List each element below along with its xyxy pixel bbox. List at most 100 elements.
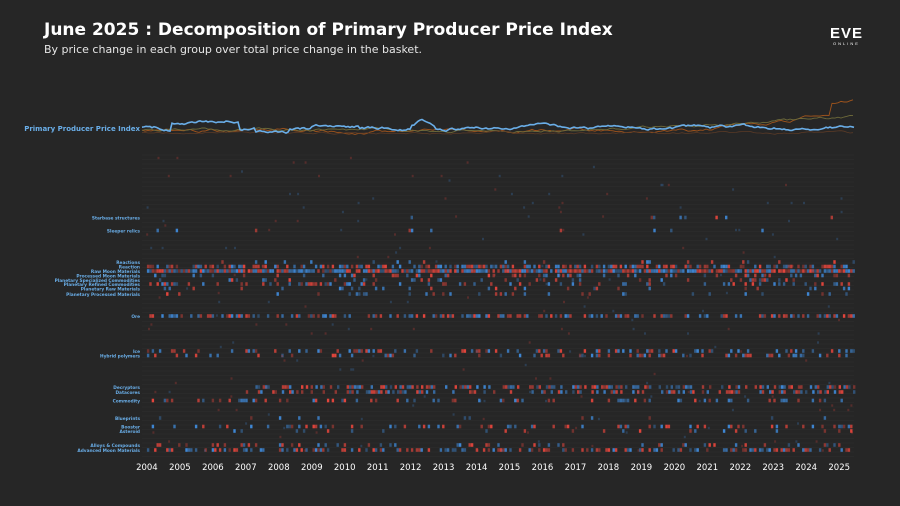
- heatmap-cell: [694, 349, 697, 353]
- heatmap-cell: [233, 264, 236, 269]
- heatmap-cell: [449, 292, 452, 296]
- heatmap-cell: [632, 390, 635, 394]
- heatmap-cell: [170, 282, 174, 286]
- heatmap-cell: [487, 269, 491, 273]
- heatmap-cell: [410, 269, 414, 273]
- primary-index-line: [141, 118, 855, 134]
- heatmap-cell: [648, 398, 651, 403]
- heatmap-cell: [595, 314, 599, 318]
- heatmap-cell: [514, 273, 517, 278]
- heatmap-cell: [614, 264, 618, 269]
- heatmap-cell: [240, 269, 243, 273]
- heatmap-cell: [677, 269, 680, 273]
- heatmap-cell: [684, 264, 687, 269]
- heatmap-cell: [527, 215, 530, 218]
- heatmap-cell: [603, 390, 606, 394]
- heatmap-cell: [468, 264, 471, 269]
- heatmap-cell: [586, 269, 589, 273]
- heatmap-cell: [442, 314, 445, 318]
- heatmap-cell: [794, 273, 798, 278]
- heatmap-cell: [437, 269, 440, 273]
- heatmap-cell: [458, 424, 462, 429]
- heatmap-cell: [521, 398, 524, 403]
- heatmap-cell: [691, 269, 695, 273]
- heatmap-cell: [341, 264, 344, 269]
- heatmap-cell: [530, 448, 534, 452]
- heatmap-cell: [485, 349, 488, 353]
- heatmap-cell: [154, 448, 157, 452]
- heatmap-cell: [498, 174, 501, 178]
- heatmap-cell: [268, 228, 271, 232]
- heatmap-cell: [761, 292, 764, 296]
- heatmap-cell: [156, 443, 159, 447]
- heatmap-cell: [269, 269, 272, 273]
- heatmap-cell: [490, 282, 493, 286]
- heatmap-cell: [653, 448, 656, 452]
- heatmap-cell: [502, 448, 505, 452]
- heatmap-cell: [583, 349, 587, 353]
- heatmap-cell: [379, 448, 383, 452]
- heatmap-cell: [497, 269, 500, 273]
- heatmap-cell: [158, 278, 162, 282]
- heatmap-cell: [427, 448, 431, 452]
- heatmap-cell: [454, 448, 457, 452]
- heatmap-cell: [725, 264, 728, 269]
- heatmap-cell: [727, 398, 731, 403]
- heatmap-cell: [608, 278, 611, 281]
- heatmap-cell: [718, 390, 721, 394]
- heatmap-cell: [835, 273, 839, 278]
- heatmap-cell: [674, 273, 678, 278]
- heatmap-cell: [571, 282, 575, 286]
- heatmap-cell: [547, 292, 551, 296]
- heatmap-cell: [166, 282, 169, 286]
- heatmap-cell: [283, 260, 287, 264]
- heatmap-cell: [730, 390, 733, 394]
- heatmap-cell: [324, 282, 327, 286]
- heatmap-cell: [734, 269, 738, 273]
- heatmap-cell: [761, 273, 764, 278]
- heatmap-cell: [590, 264, 594, 269]
- heatmap-cell: [259, 269, 263, 273]
- heatmap-cell: [529, 385, 532, 389]
- heatmap-cell: [538, 273, 541, 278]
- heatmap-cell: [493, 273, 496, 277]
- heatmap-cell: [461, 314, 464, 318]
- heatmap-cell: [329, 269, 332, 273]
- heatmap-cell: [701, 390, 705, 394]
- heatmap-cell: [470, 314, 474, 318]
- heatmap-cell: [833, 264, 836, 269]
- heatmap-cell: [617, 269, 620, 273]
- heatmap-cell: [514, 424, 517, 429]
- heatmap-cell: [686, 264, 690, 269]
- heatmap-cell: [276, 269, 279, 273]
- heatmap-cell: [737, 385, 741, 389]
- heatmap-cell: [790, 385, 793, 389]
- heatmap-cell: [552, 424, 555, 429]
- heatmap-cell: [643, 398, 647, 403]
- heatmap-cell: [569, 269, 572, 273]
- heatmap-cell: [665, 390, 669, 394]
- heatmap-cell: [694, 429, 697, 433]
- heatmap-cell: [626, 448, 630, 452]
- heatmap-cell: [384, 353, 387, 358]
- heatmap-cell: [638, 448, 642, 452]
- heatmap-cell: [541, 390, 544, 394]
- heatmap-cell: [802, 264, 805, 269]
- heatmap-cell: [367, 443, 371, 447]
- heatmap-cell: [634, 398, 637, 403]
- heatmap-cell: [466, 385, 469, 389]
- heatmap-cell: [403, 269, 407, 273]
- heatmap-cell: [698, 399, 701, 403]
- heatmap-cell: [398, 282, 402, 286]
- heatmap-cell: [185, 443, 188, 447]
- heatmap-cell: [823, 429, 827, 433]
- heatmap-cell: [845, 353, 848, 358]
- heatmap-cell: [641, 448, 644, 452]
- heatmap-cell: [338, 286, 342, 291]
- heatmap-cell: [514, 286, 517, 291]
- heatmap-cell: [214, 448, 217, 452]
- heatmap-cell: [348, 349, 351, 353]
- heatmap-cell: [312, 424, 315, 429]
- heatmap-cell: [742, 251, 745, 254]
- heatmap-cell: [360, 349, 363, 353]
